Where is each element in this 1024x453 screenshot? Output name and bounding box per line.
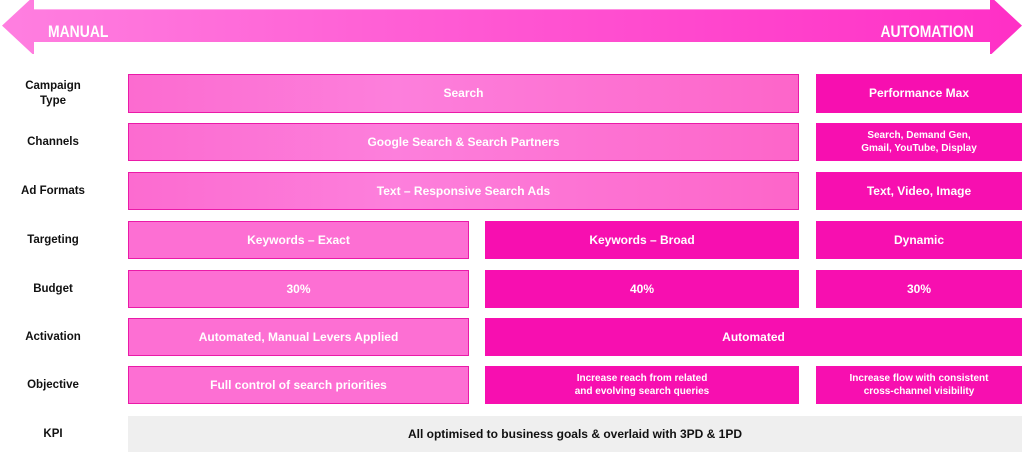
targeting-dynamic: Dynamic [816, 221, 1022, 259]
row-label-targeting: Targeting [27, 233, 79, 246]
manual-automation-arrow [2, 0, 1022, 54]
row-label-objective: Objective [27, 378, 79, 391]
activation-automated: Automated [485, 318, 1022, 356]
manual-label: MANUAL [48, 22, 109, 41]
row-label-campaign-type: Campaign Type [25, 80, 81, 107]
kpi-statement: All optimised to business goals & overla… [128, 416, 1022, 452]
row-label-channels: Channels [27, 135, 79, 148]
objective-increase-reach: Increase reach from related and evolving… [485, 366, 799, 404]
campaign-type-search: Search [128, 74, 799, 113]
campaign-type-performance-max: Performance Max [816, 74, 1022, 113]
row-label-budget: Budget [33, 282, 73, 295]
budget-exact: 30% [128, 270, 469, 308]
ad-formats-rsa: Text – Responsive Search Ads [128, 172, 799, 210]
budget-broad: 40% [485, 270, 799, 308]
channels-google-search: Google Search & Search Partners [128, 123, 799, 161]
row-label-kpi: KPI [43, 427, 63, 440]
targeting-exact: Keywords – Exact [128, 221, 469, 259]
channels-pmax: Search, Demand Gen, Gmail, YouTube, Disp… [816, 123, 1022, 161]
ad-formats-pmax: Text, Video, Image [816, 172, 1022, 210]
objective-full-control: Full control of search priorities [128, 366, 469, 404]
arrow-shape [2, 0, 1022, 54]
activation-manual-levers: Automated, Manual Levers Applied [128, 318, 469, 356]
row-label-activation: Activation [25, 330, 81, 343]
automation-label: AUTOMATION [880, 22, 974, 41]
budget-pmax: 30% [816, 270, 1022, 308]
targeting-broad: Keywords – Broad [485, 221, 799, 259]
row-label-ad-formats: Ad Formats [21, 184, 85, 197]
objective-increase-flow: Increase flow with consistent cross-chan… [816, 366, 1022, 404]
